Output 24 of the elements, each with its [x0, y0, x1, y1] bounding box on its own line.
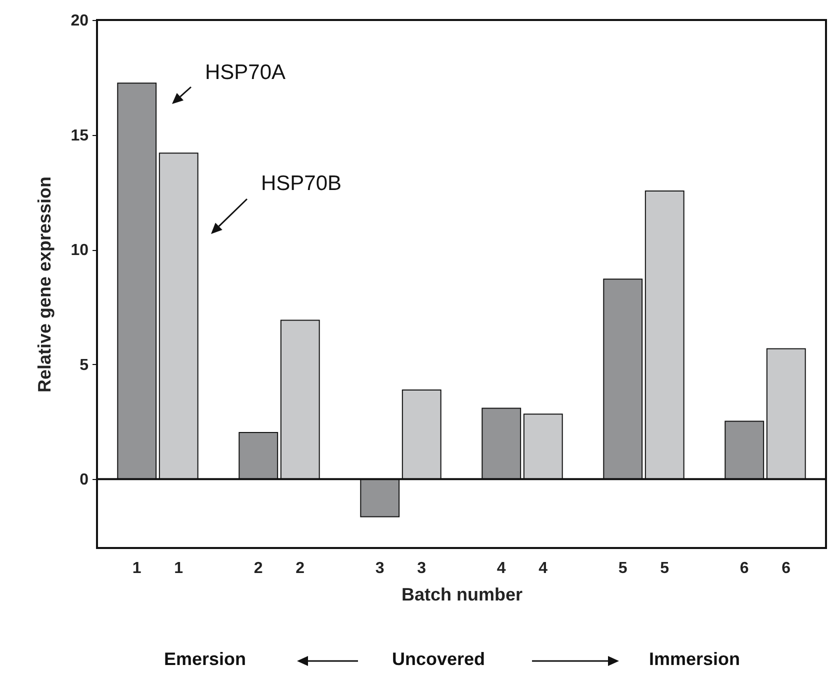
- annotation: HSP70B: [261, 172, 342, 195]
- y-tick-label: 15: [70, 127, 89, 144]
- annotation: HSP70A: [205, 61, 286, 84]
- x-tick-label: 2: [254, 560, 263, 577]
- x-tick-label: 3: [417, 560, 426, 577]
- text: Immersion: [649, 649, 740, 669]
- text: Uncovered: [392, 649, 486, 669]
- y-tick-label: 20: [70, 12, 89, 30]
- y-tick-label: 10: [70, 242, 89, 260]
- y-tick-label: 0: [80, 472, 89, 489]
- x-tick-label: 1: [174, 560, 184, 577]
- text: Emersion: [164, 649, 246, 669]
- x-tick-label: 6: [740, 560, 749, 577]
- x-tick-label: 5: [660, 560, 670, 577]
- x-tick-label: 6: [782, 560, 791, 577]
- x-axis-title: Batch number: [401, 584, 523, 604]
- y-tick-label: 5: [80, 356, 89, 374]
- x-tick-label: 1: [132, 560, 142, 577]
- x-tick-label: 3: [375, 560, 384, 577]
- x-tick-label: 2: [296, 560, 305, 577]
- y-axis-title: Relative gene expression: [34, 176, 55, 393]
- x-tick-label: 5: [618, 560, 628, 577]
- x-tick-label: 4: [538, 560, 548, 577]
- x-tick-label: 4: [496, 560, 506, 577]
